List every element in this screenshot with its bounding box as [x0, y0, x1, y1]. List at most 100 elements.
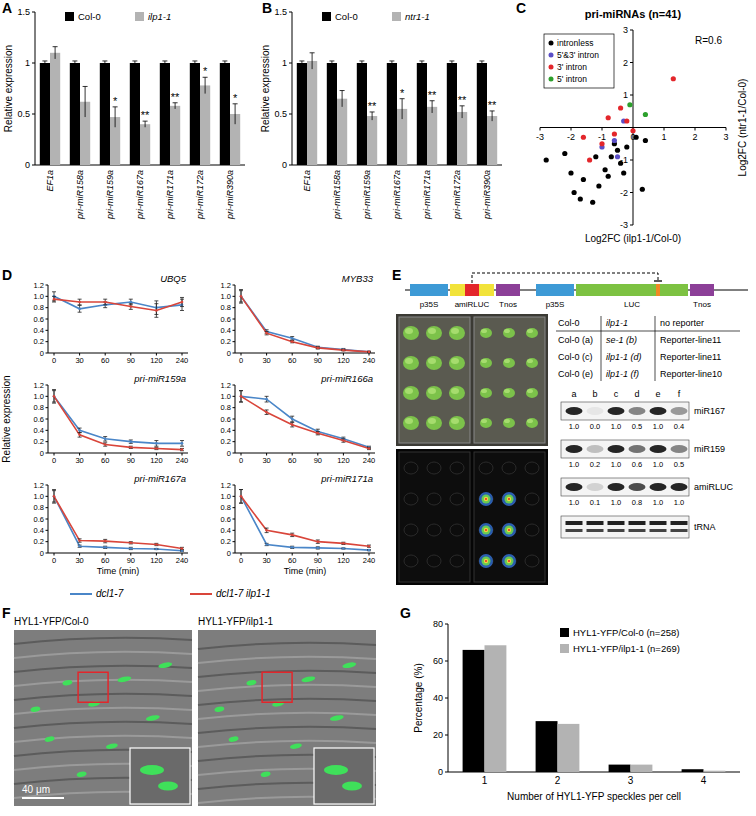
error-bar [44, 61, 45, 65]
lane-label: d [634, 389, 639, 399]
y-tick [233, 496, 236, 497]
y-tick [46, 541, 49, 542]
error-cap [265, 528, 269, 529]
luc-signal [508, 498, 510, 500]
error-cap [78, 304, 82, 305]
x-tick-label: 90 [314, 456, 322, 465]
point [342, 349, 345, 352]
y-tick [32, 12, 35, 13]
significance: ** [141, 109, 150, 121]
x-tick [540, 128, 541, 131]
y-tick [233, 341, 236, 342]
x-tick-label: pri-miR159a [105, 170, 115, 220]
error-bar [343, 348, 344, 350]
legend-label: Col-0 [335, 11, 358, 22]
seedling-leaf [451, 358, 459, 364]
point [78, 308, 81, 311]
bars [40, 47, 240, 165]
error-bar [292, 337, 293, 340]
lines [52, 292, 184, 318]
significance: * [203, 65, 208, 77]
bar [704, 771, 726, 772]
x-tick-label: pri-miR167a [135, 170, 145, 220]
error-bar [130, 542, 131, 544]
point [612, 138, 617, 143]
y-tick [32, 114, 35, 115]
bar [417, 63, 427, 165]
seedling-leaf [451, 388, 459, 394]
error-bar [55, 47, 56, 59]
x-tick-label: 90 [127, 556, 135, 565]
y-tick-label: -2 [620, 188, 628, 198]
y-tick [46, 419, 49, 420]
error-cap [53, 46, 58, 47]
luc-signal [479, 492, 493, 506]
error-bar [182, 448, 183, 450]
blot-band [566, 529, 583, 532]
cell-file [14, 736, 192, 742]
error-bar [402, 99, 403, 119]
blot-band [650, 445, 667, 453]
error-cap [103, 446, 107, 447]
seedling-outline [450, 555, 464, 567]
seedling-leaf [451, 418, 459, 424]
seedling [403, 416, 419, 430]
seedling-leaf [481, 419, 487, 423]
zoom-box [78, 672, 108, 702]
bar [70, 63, 80, 165]
inset [130, 748, 190, 804]
error-cap [78, 432, 82, 433]
point [53, 298, 56, 301]
point [104, 438, 107, 441]
seedling [480, 388, 492, 398]
error-bar [369, 550, 370, 551]
x-tick-label: pri-miR172a [195, 170, 205, 220]
blot-band [566, 445, 583, 453]
error-cap [52, 291, 56, 292]
seedling-outline [502, 555, 516, 567]
bar [50, 53, 60, 165]
construct-segment [450, 284, 494, 296]
seedling-outline [404, 555, 418, 567]
seedling-leaf [481, 389, 487, 393]
point [581, 177, 586, 182]
point [155, 543, 158, 546]
error-cap [316, 431, 320, 432]
y-tick-label: 0.4 [34, 426, 44, 435]
point [618, 161, 623, 166]
construct-segment [536, 284, 574, 296]
x-tick [571, 128, 572, 131]
probe-label: miR167 [694, 406, 725, 416]
error-cap [340, 90, 345, 91]
error-cap [52, 490, 56, 491]
seedling-outline [427, 524, 441, 536]
error-bar [361, 61, 362, 65]
error-bar [292, 422, 293, 427]
legend-label: ntr1-1 [405, 11, 430, 22]
y-tick-label: 60 [433, 656, 443, 666]
y-tick-label: 0 [227, 349, 231, 358]
error-bar [317, 547, 318, 549]
error-bar [342, 91, 343, 107]
point [291, 423, 294, 426]
x-tick-label: pri-miR167a [392, 170, 402, 220]
x-tick-label: 60 [288, 356, 296, 365]
table-cell: ilp1-1 (f) [606, 369, 639, 379]
error-bar [331, 61, 332, 65]
y-tick-label: 0.6 [221, 515, 231, 524]
y-tick [46, 307, 49, 308]
error-cap [132, 60, 137, 61]
panel-label: D [2, 267, 12, 283]
point [265, 529, 268, 532]
error-cap [316, 434, 320, 435]
seedling-leaf [428, 418, 436, 424]
error-bar [54, 490, 55, 504]
x-tick-label: 240 [176, 456, 189, 465]
point [104, 546, 107, 549]
luc-signal [505, 495, 514, 504]
legend-label: HYL1-YFP/Col-0 (n=258) [573, 627, 679, 638]
y-tick-label: 20 [433, 730, 443, 740]
point [240, 395, 243, 398]
table-cell: Col-0 (a) [558, 335, 593, 345]
y-axis [633, 30, 634, 225]
